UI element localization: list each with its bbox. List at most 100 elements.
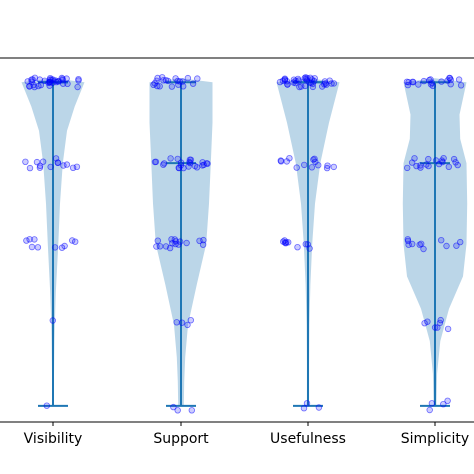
- data-point-visibility: [74, 83, 81, 91]
- x-tick-label-usefulness: Usefulness: [270, 431, 346, 447]
- data-point-simplicity: [446, 74, 454, 82]
- data-point-simplicity: [427, 81, 435, 88]
- data-point-support: [154, 74, 161, 82]
- data-point-support: [173, 319, 180, 326]
- data-point-support: [177, 159, 185, 166]
- data-point-usefulness: [315, 161, 322, 169]
- data-point-visibility: [39, 158, 47, 165]
- data-point-support: [203, 160, 210, 167]
- data-point-support: [178, 319, 186, 326]
- data-point-simplicity: [443, 242, 450, 250]
- data-point-visibility: [26, 164, 34, 172]
- data-point-visibility: [47, 78, 54, 85]
- data-point-support: [154, 237, 161, 244]
- data-point-simplicity: [436, 319, 444, 327]
- data-point-support: [200, 236, 207, 244]
- data-point-support: [199, 241, 207, 248]
- data-point-support: [160, 161, 167, 168]
- data-point-simplicity: [417, 162, 424, 169]
- data-point-visibility: [26, 236, 33, 243]
- data-point-simplicity: [415, 81, 422, 88]
- data-point-support: [151, 80, 158, 87]
- data-point-simplicity: [438, 236, 445, 244]
- data-point-support: [179, 83, 187, 90]
- data-point-support: [183, 239, 190, 247]
- data-point-usefulness: [302, 74, 309, 81]
- data-point-simplicity: [404, 164, 411, 172]
- data-point-support: [175, 164, 183, 172]
- data-point-simplicity: [417, 164, 424, 171]
- data-point-visibility: [31, 236, 38, 243]
- data-point-usefulness: [296, 83, 303, 91]
- data-point-usefulness: [315, 404, 323, 411]
- data-point-visibility: [73, 163, 81, 170]
- data-point-simplicity: [452, 159, 459, 166]
- data-point-usefulness: [277, 157, 284, 164]
- data-point-simplicity: [411, 155, 418, 162]
- data-point-support: [160, 77, 167, 84]
- data-point-visibility: [28, 243, 36, 251]
- data-point-visibility: [47, 163, 54, 171]
- data-point-usefulness: [302, 82, 309, 90]
- data-point-support: [170, 403, 177, 411]
- data-point-visibility: [68, 237, 76, 244]
- data-point-support: [187, 156, 195, 163]
- data-point-visibility: [35, 82, 42, 90]
- data-point-simplicity: [457, 238, 464, 246]
- data-point-visibility: [63, 75, 70, 82]
- data-point-support: [151, 158, 159, 166]
- data-point-visibility: [36, 76, 43, 83]
- data-point-visibility: [51, 244, 59, 251]
- data-point-visibility: [49, 317, 56, 324]
- data-point-simplicity: [404, 236, 411, 243]
- data-point-support: [156, 83, 163, 90]
- x-tick-label-visibility: Visibility: [24, 431, 83, 447]
- data-point-simplicity: [405, 241, 412, 248]
- data-point-visibility: [22, 158, 29, 165]
- data-point-usefulness: [306, 245, 313, 252]
- data-point-support: [189, 80, 197, 87]
- data-point-visibility: [23, 237, 30, 244]
- data-point-visibility: [36, 164, 44, 171]
- data-point-usefulness: [309, 80, 316, 88]
- data-point-visibility: [43, 402, 50, 409]
- data-point-support: [156, 243, 164, 250]
- data-point-usefulness: [293, 164, 300, 171]
- data-point-support: [179, 78, 186, 85]
- data-point-simplicity: [455, 76, 463, 83]
- data-point-usefulness: [322, 80, 329, 87]
- data-point-support: [171, 236, 178, 243]
- data-point-support: [194, 75, 201, 82]
- data-point-support: [184, 321, 191, 329]
- data-point-usefulness: [294, 243, 301, 251]
- data-point-simplicity: [420, 245, 427, 253]
- data-point-visibility: [33, 158, 41, 166]
- data-point-simplicity: [423, 161, 430, 168]
- data-point-support: [174, 77, 181, 85]
- data-point-simplicity: [431, 324, 439, 331]
- data-point-support: [164, 77, 172, 85]
- data-point-simplicity: [445, 163, 452, 170]
- data-point-usefulness: [311, 75, 318, 82]
- data-point-visibility: [75, 77, 82, 84]
- data-point-visibility: [60, 162, 67, 169]
- data-point-simplicity: [420, 77, 428, 85]
- data-point-support: [184, 74, 192, 82]
- data-point-simplicity: [432, 157, 440, 164]
- data-point-support: [168, 83, 176, 90]
- data-point-support: [191, 162, 199, 170]
- data-point-usefulness: [308, 164, 316, 171]
- data-point-simplicity: [426, 406, 433, 414]
- data-point-usefulness: [283, 158, 290, 165]
- data-point-simplicity: [444, 325, 452, 333]
- data-point-usefulness: [324, 162, 331, 169]
- data-point-usefulness: [302, 240, 309, 248]
- data-point-visibility: [34, 244, 42, 251]
- data-point-visibility: [59, 80, 67, 87]
- data-point-simplicity: [404, 81, 412, 89]
- data-point-usefulness: [300, 405, 308, 412]
- data-point-simplicity: [418, 240, 425, 247]
- data-point-usefulness: [281, 77, 289, 84]
- data-point-usefulness: [310, 156, 317, 163]
